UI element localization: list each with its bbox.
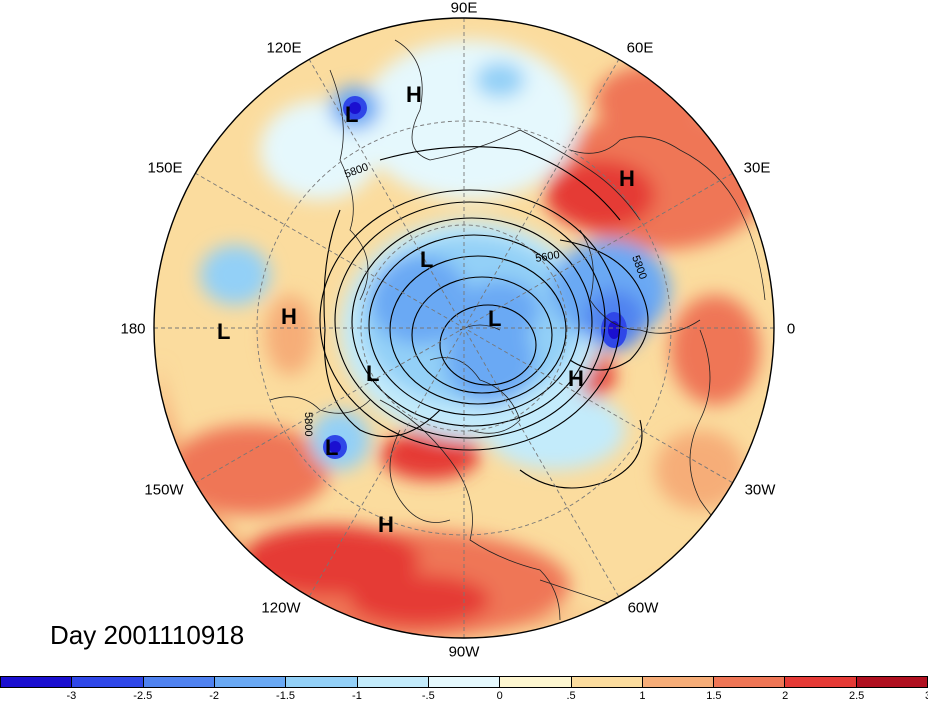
colorbar-swatch — [357, 677, 429, 687]
colorbar-tick-label: -2.5 — [133, 690, 153, 702]
colorbar-tick-label: 2 — [782, 690, 789, 702]
high-pressure-marker: H — [378, 512, 394, 537]
longitude-label-180: 180 — [120, 320, 146, 338]
colorbar-swatch — [571, 677, 643, 687]
longitude-label-150w: 150W — [144, 481, 184, 499]
low-pressure-marker: L — [325, 435, 338, 460]
colorbar — [0, 676, 928, 688]
colorbar-swatch — [785, 677, 857, 687]
pressure-centers: L H H L L H L L H L H — [217, 82, 635, 537]
high-pressure-marker: H — [619, 166, 635, 191]
height-contours — [319, 146, 649, 489]
high-pressure-marker: H — [568, 366, 584, 391]
high-pressure-marker: H — [281, 304, 297, 329]
colorbar-swatch — [1, 677, 73, 687]
colorbar-tick-label: 1 — [639, 690, 646, 702]
longitude-label-120e: 120E — [266, 39, 302, 57]
colorbar-tick-label: -.5 — [421, 690, 435, 702]
longitude-label-0: 0 — [786, 320, 796, 338]
low-pressure-marker: L — [420, 247, 433, 272]
longitude-label-90e: 90E — [450, 0, 478, 17]
colorbar-swatch — [143, 677, 215, 687]
colorbar-tick-label: 3 — [925, 690, 928, 702]
colorbar-swatch — [286, 677, 358, 687]
colorbar-tick-label: .5 — [566, 690, 576, 702]
map-boundary — [153, 17, 775, 639]
low-pressure-marker: L — [345, 102, 358, 127]
longitude-label-60e: 60E — [626, 39, 654, 57]
colorbar-swatch — [714, 677, 786, 687]
low-pressure-marker: L — [488, 306, 501, 331]
colorbar-tick-label: 2.5 — [848, 690, 865, 702]
longitude-label-120w: 120W — [261, 599, 301, 617]
longitude-label-30e: 30E — [743, 159, 771, 177]
high-pressure-marker: H — [406, 82, 422, 107]
low-pressure-marker: L — [366, 361, 379, 386]
polar-map: 5800 5800 5600 5800 L H H L L H L L H L … — [153, 17, 775, 639]
colorbar-tick-label: -1.5 — [276, 690, 296, 702]
colorbar-tick-label: -1 — [352, 690, 362, 702]
colorbar-swatch — [72, 677, 144, 687]
colorbar-swatch — [500, 677, 572, 687]
longitude-label-150e: 150E — [147, 159, 183, 177]
low-pressure-marker: L — [217, 319, 230, 344]
colorbar-tick-label: 1.5 — [706, 690, 722, 702]
day-title: Day 2001110918 — [50, 620, 245, 650]
longitude-label-90w: 90W — [448, 643, 480, 661]
colorbar-tick-label: -3 — [66, 690, 77, 702]
contour-label: 5600 — [534, 249, 560, 265]
colorbar-swatch — [214, 677, 287, 687]
graticule — [154, 18, 774, 638]
contour-label: 5800 — [302, 412, 314, 436]
colorbar-swatch — [642, 677, 715, 687]
longitude-label-30w: 30W — [744, 481, 776, 499]
colorbar-swatch — [856, 677, 928, 687]
longitude-label-60w: 60W — [627, 599, 659, 617]
colorbar-swatch — [428, 677, 501, 687]
colorbar-tick-label: 0 — [496, 690, 503, 702]
colorbar-tick-label: -2 — [209, 690, 220, 702]
anomaly-field — [154, 18, 774, 638]
